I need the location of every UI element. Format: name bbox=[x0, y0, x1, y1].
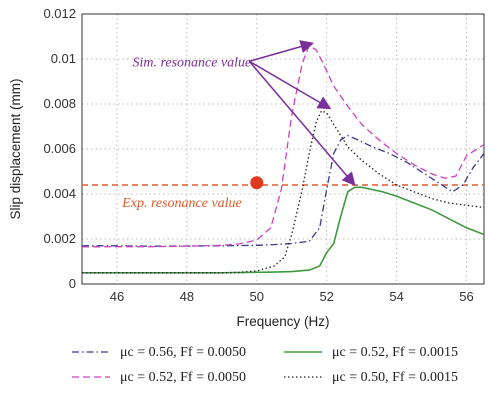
legend-label-s4: μc = 0.50, Ff = 0.0015 bbox=[332, 370, 458, 385]
legend: μc = 0.56, Ff = 0.0050 μc = 0.52, Ff = 0.… bbox=[72, 345, 458, 385]
x-tick-label: 50 bbox=[250, 289, 264, 304]
x-tick-label: 56 bbox=[459, 289, 473, 304]
sim-arrow bbox=[249, 40, 315, 62]
series-line-s4 bbox=[82, 109, 485, 274]
annotations: Sim. resonance value Exp. resonance value bbox=[121, 40, 356, 211]
y-tick-label: 0.01 bbox=[51, 51, 76, 66]
series-line-s1 bbox=[82, 134, 485, 247]
y-tick-label: 0 bbox=[69, 276, 76, 291]
y-tick-label: 0.002 bbox=[43, 231, 76, 246]
x-tick-label: 48 bbox=[180, 289, 194, 304]
y-tick-label: 0.012 bbox=[43, 6, 76, 21]
x-tick-labels: 46 48 50 52 54 56 bbox=[110, 289, 474, 304]
sim-arrow bbox=[248, 60, 356, 187]
x-tick-label: 46 bbox=[110, 289, 124, 304]
legend-label-s1: μc = 0.56, Ff = 0.0050 bbox=[120, 345, 246, 360]
series-line-s2 bbox=[81, 44, 485, 248]
series-lines bbox=[81, 44, 485, 274]
y-axis-label: Slip displacement (mm) bbox=[8, 78, 23, 219]
reference-line-group bbox=[82, 176, 484, 190]
y-tick-label: 0.004 bbox=[43, 186, 76, 201]
x-tick-label: 52 bbox=[319, 289, 333, 304]
y-tick-label: 0.006 bbox=[43, 141, 76, 156]
y-tick-labels: 0 0.002 0.004 0.006 0.008 0.01 0.012 bbox=[43, 6, 76, 291]
sim-arrow bbox=[248, 60, 332, 110]
plot-frame bbox=[81, 13, 485, 285]
legend-label-s3: μc = 0.52, Ff = 0.0015 bbox=[332, 345, 458, 360]
exp-resonance-marker bbox=[250, 176, 264, 190]
exp-annotation-label: Exp. resonance value bbox=[121, 196, 242, 211]
series-line-s3 bbox=[82, 186, 485, 274]
sim-annotation-label: Sim. resonance value bbox=[132, 55, 251, 70]
x-axis-label: Frequency (Hz) bbox=[236, 314, 329, 329]
y-tick-label: 0.008 bbox=[43, 96, 76, 111]
legend-label-s2: μc = 0.52, Ff = 0.0050 bbox=[120, 370, 246, 385]
x-tick-label: 54 bbox=[389, 289, 403, 304]
